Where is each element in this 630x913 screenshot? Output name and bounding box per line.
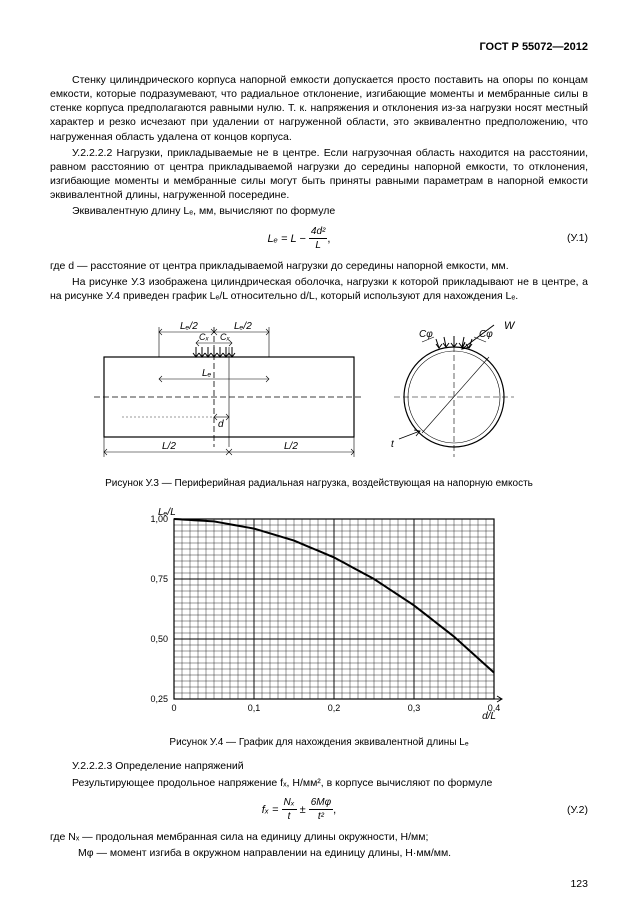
doc-header: ГОСТ Р 55072—2012 [50, 40, 588, 55]
svg-text:t: t [391, 439, 395, 450]
formula-1: Lₑ = L − 4d² L , (У.1) [50, 225, 588, 253]
figure-u3: Lₑ/2 Lₑ/2 Cₓ Cₓ Lₑ d L/2 L/2 [50, 307, 588, 471]
svg-text:d: d [218, 419, 224, 430]
svg-text:0,1: 0,1 [248, 703, 261, 713]
svg-text:Cₓ: Cₓ [199, 332, 209, 342]
svg-text:Lₑ/2: Lₑ/2 [234, 321, 252, 332]
body-para: На рисунке У.3 изображена цилиндрическая… [50, 275, 588, 303]
figure-u4-caption: Рисунок У.4 — График для нахождения экви… [50, 736, 588, 750]
formula-number: (У.1) [548, 231, 588, 245]
svg-text:d/L: d/L [482, 711, 496, 722]
svg-text:L/2: L/2 [284, 441, 298, 452]
formula-number: (У.2) [548, 803, 588, 817]
where-clause: где d — расстояние от центра прикладывае… [50, 259, 588, 273]
svg-text:W: W [504, 320, 516, 332]
figure-u4: 00,10,20,30,40,250,500,751,00Lₑ/Ld/L [50, 501, 588, 730]
svg-text:Lₑ/L: Lₑ/L [158, 507, 176, 518]
body-para: Стенку цилиндрического корпуса напорной … [50, 73, 588, 144]
body-para: У.2.2.2.3 Определение напряжений [50, 759, 588, 773]
page-number: 123 [570, 877, 588, 891]
formula-text: Lₑ = L − [268, 232, 306, 244]
svg-text:Cφ: Cφ [479, 329, 493, 340]
fraction: 4d² L [309, 225, 327, 253]
svg-text:0,50: 0,50 [150, 634, 168, 644]
svg-text:Cₓ: Cₓ [220, 332, 230, 342]
svg-text:Lₑ/2: Lₑ/2 [180, 321, 198, 332]
fraction: 6Mφ t² [309, 796, 333, 824]
where-clause: Mφ — момент изгиба в окружном направлени… [50, 846, 588, 860]
svg-text:0,25: 0,25 [150, 694, 168, 704]
body-para: Эквивалентную длину Lₑ, мм, вычисляют по… [50, 204, 588, 218]
fraction: Nₓ t [282, 796, 297, 824]
svg-text:0: 0 [171, 703, 176, 713]
svg-text:0,3: 0,3 [408, 703, 421, 713]
svg-text:L/2: L/2 [162, 441, 176, 452]
svg-text:0,2: 0,2 [328, 703, 341, 713]
svg-text:0,75: 0,75 [150, 574, 168, 584]
svg-text:Lₑ: Lₑ [202, 368, 212, 379]
svg-text:Cφ: Cφ [419, 329, 433, 340]
body-para: Результирующее продольное напряжение fₓ,… [50, 776, 588, 790]
body-para: У.2.2.2.2 Нагрузки, прикладываемые не в … [50, 146, 588, 203]
figure-u3-caption: Рисунок У.3 — Периферийная радиальная на… [50, 477, 588, 491]
formula-text: fₓ = [262, 804, 279, 816]
where-clause: где Nₓ — продольная мембранная сила на е… [50, 830, 588, 844]
formula-2: fₓ = Nₓ t ± 6Mφ t² , (У.2) [50, 796, 588, 824]
